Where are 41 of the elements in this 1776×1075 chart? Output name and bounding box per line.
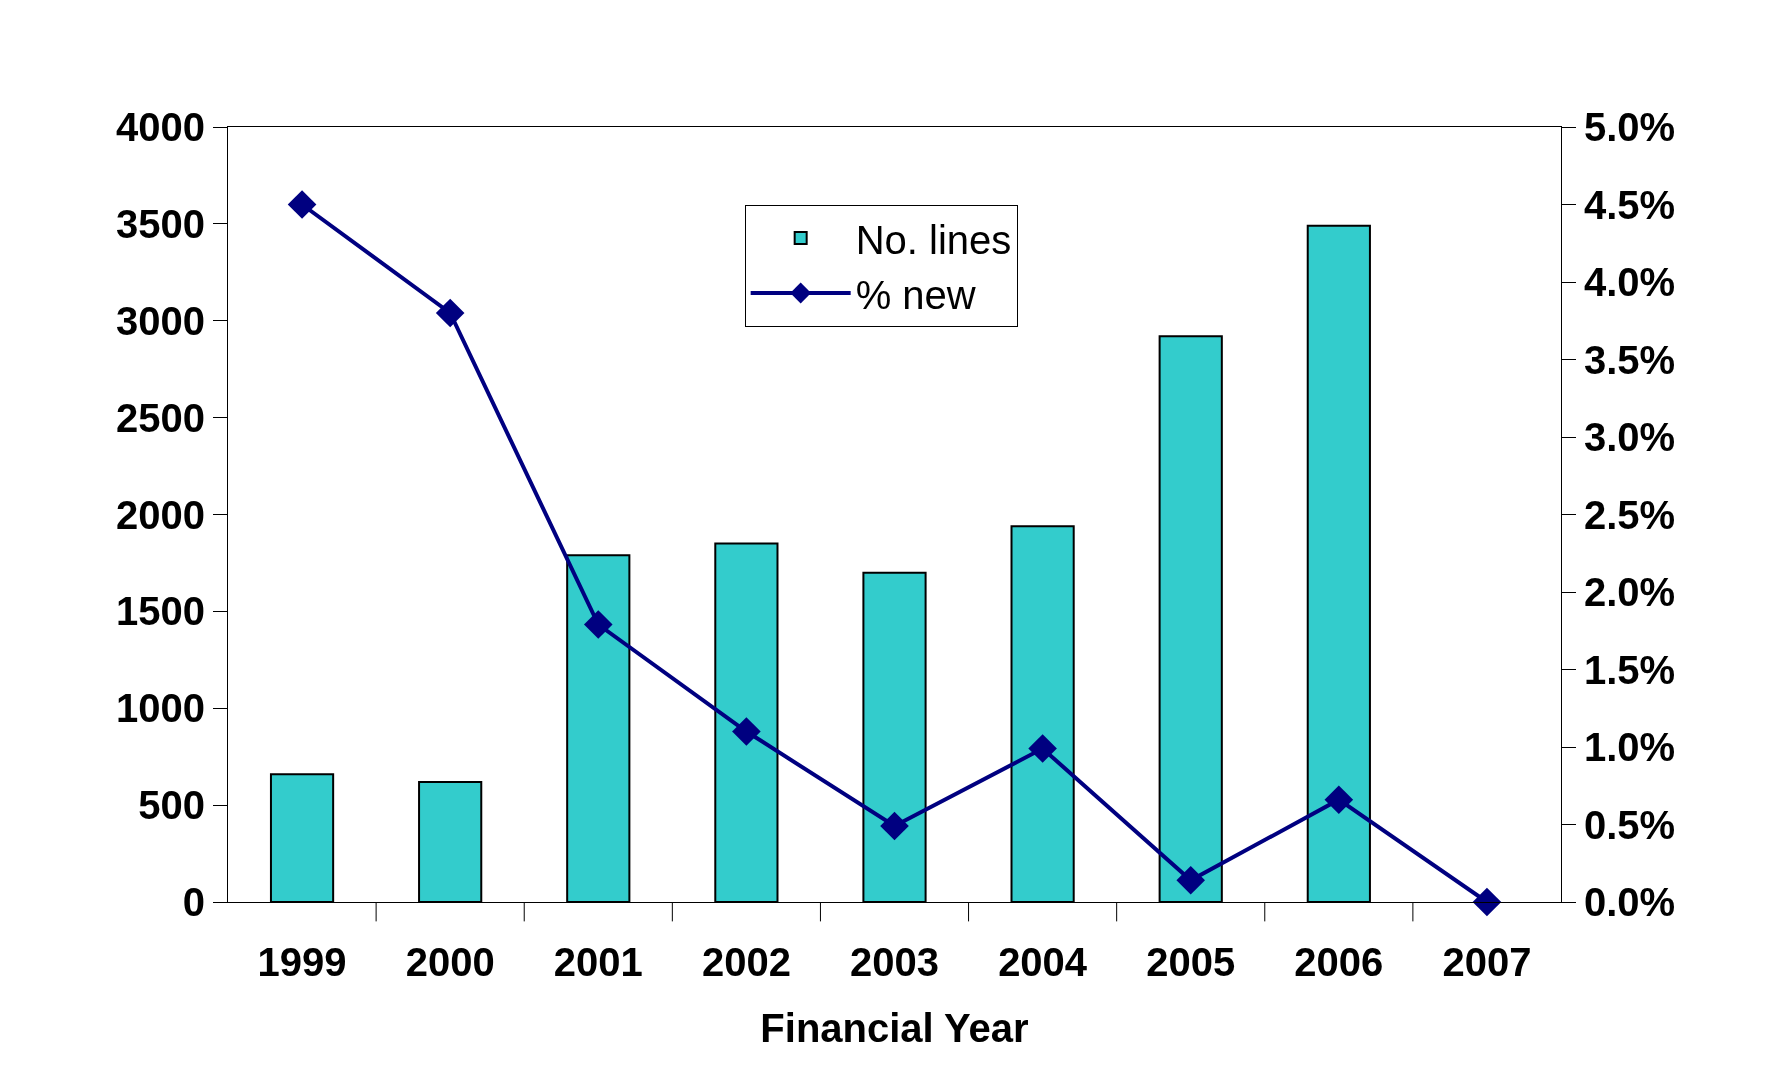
x-tick-label: 2006 bbox=[1294, 940, 1384, 984]
y2-tick-label: 5.0% bbox=[1584, 105, 1676, 149]
x-tick-label: 2004 bbox=[998, 940, 1088, 984]
y-tick-label: 1500 bbox=[116, 589, 205, 634]
x-tick-label: 2003 bbox=[850, 940, 939, 984]
x-tick-label: 2000 bbox=[405, 940, 495, 984]
point bbox=[1472, 887, 1502, 917]
x-tick-label: 2002 bbox=[701, 940, 791, 984]
point bbox=[1324, 785, 1354, 814]
y2-tick-label: 3.0% bbox=[1584, 415, 1676, 459]
y-tick-label: 1000 bbox=[116, 686, 205, 731]
y-tick-label: 2000 bbox=[116, 492, 205, 537]
y2-tick-label: 2.0% bbox=[1584, 570, 1676, 614]
y-tick-label: 500 bbox=[138, 783, 205, 828]
y2-tick-label: 4.0% bbox=[1584, 260, 1676, 304]
y-tick-label: 3500 bbox=[116, 201, 205, 246]
y2-tick-label: 4.5% bbox=[1584, 182, 1676, 227]
y-tick-label: 2500 bbox=[116, 395, 205, 440]
x-tick-label: 2007 bbox=[1442, 940, 1532, 984]
legend-label: % new bbox=[855, 272, 976, 317]
y-tick-label: 4000 bbox=[116, 105, 205, 149]
y2-tick-label: 0.0% bbox=[1584, 880, 1676, 924]
point bbox=[287, 190, 317, 219]
y2-tick-label: 2.5% bbox=[1584, 492, 1676, 537]
y2-tick-label: 3.5% bbox=[1584, 337, 1676, 382]
legend-label: No. lines bbox=[855, 217, 1012, 262]
y-tick-label: 0 bbox=[182, 880, 205, 924]
y2-tick-label: 1.0% bbox=[1584, 725, 1676, 769]
point bbox=[1176, 866, 1206, 895]
point bbox=[732, 717, 761, 746]
point bbox=[880, 811, 909, 841]
point bbox=[1028, 734, 1057, 763]
x-tick-label: 1999 bbox=[257, 940, 347, 984]
y2-tick-label: 0.5% bbox=[1584, 802, 1676, 847]
x-axis-title: Financial Year bbox=[760, 1005, 1029, 1050]
point bbox=[435, 298, 465, 328]
y2-tick-label: 1.5% bbox=[1584, 647, 1676, 692]
x-tick-label: 2001 bbox=[553, 940, 643, 984]
x-tick-label: 2005 bbox=[1146, 940, 1236, 984]
y-tick-label: 3000 bbox=[116, 298, 205, 343]
point bbox=[583, 610, 613, 639]
